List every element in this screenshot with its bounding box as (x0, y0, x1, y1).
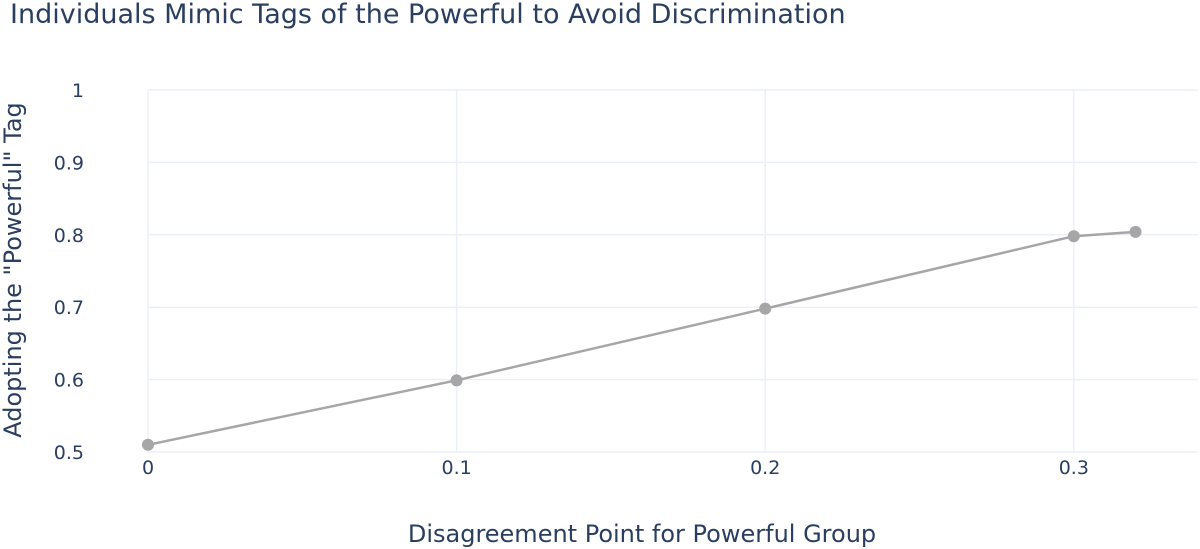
x-tick-label: 0.1 (441, 457, 471, 479)
y-tick-label: 0.6 (54, 370, 84, 392)
y-tick-label: 0.8 (54, 225, 84, 247)
data-point[interactable] (450, 374, 463, 387)
y-tick-label: 0.5 (54, 442, 84, 464)
series-line (147, 230, 1136, 447)
x-tick-label: 0.3 (1059, 457, 1089, 479)
x-axis-label: Disagreement Point for Powerful Group (408, 520, 876, 548)
y-tick-label: 0.7 (54, 297, 84, 319)
y-tick-label: 0.9 (54, 152, 84, 174)
data-point[interactable] (759, 302, 772, 315)
x-tick-label: 0.2 (750, 457, 780, 479)
data-point[interactable] (1067, 230, 1080, 243)
y-axis-label: Adopting the "Powerful" Tag (0, 102, 27, 438)
series-layer (142, 225, 1142, 451)
y-tick-label: 1 (72, 80, 84, 102)
x-tick-label: 0 (142, 457, 154, 479)
tick-labels: 0.5 0.6 0.7 0.8 0.9 1 0 0.1 0.2 0.3 (54, 80, 1089, 479)
data-point[interactable] (142, 438, 154, 451)
chart-title: Individuals Mimic Tags of the Powerful t… (10, 0, 846, 30)
data-point[interactable] (1129, 225, 1142, 238)
grid (147, 89, 1198, 453)
